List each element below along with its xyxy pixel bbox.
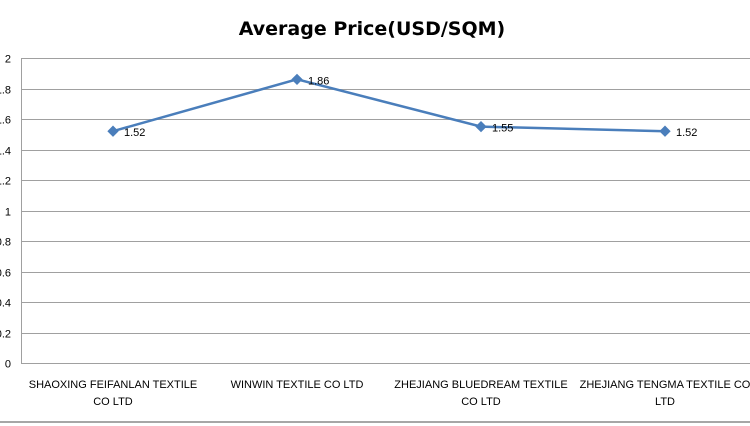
data-label: 1.52: [676, 127, 697, 139]
x-category-label: WINWIN TEXTILE CO LTD: [231, 379, 364, 391]
y-tick-label: 2: [5, 54, 11, 66]
y-tick-label: 0.4: [0, 298, 11, 310]
y-tick-label: 1.2: [0, 176, 11, 188]
x-category-label: SHAOXING FEIFANLAN TEXTILE: [29, 379, 198, 391]
data-label: 1.86: [308, 75, 329, 87]
y-tick-label: 0: [5, 359, 11, 371]
chart-title: Average Price(USD/SQM): [239, 18, 505, 40]
y-tick-label: 1.6: [0, 115, 11, 127]
x-category-label: LTD: [655, 396, 675, 408]
data-label: 1.55: [492, 123, 513, 135]
data-point-marker: [291, 73, 303, 86]
data-point-marker: [659, 125, 671, 137]
y-tick-label: 1: [5, 207, 11, 219]
y-tick-label: 0.2: [0, 329, 11, 341]
data-point-marker: [475, 120, 487, 133]
x-category-label: ZHEJIANG TENGMA TEXTILE CO: [580, 379, 750, 391]
x-category-label: ZHEJIANG BLUEDREAM TEXTILE: [394, 379, 567, 391]
x-category-label: CO LTD: [93, 396, 133, 408]
y-tick-label: 1.8: [0, 85, 11, 97]
x-category-label: CO LTD: [461, 396, 501, 408]
y-tick-label: 0.6: [0, 268, 11, 280]
series-line: [112, 78, 666, 133]
data-label: 1.52: [124, 127, 145, 139]
data-point-marker: [107, 125, 119, 137]
y-tick-label: 0.8: [0, 237, 11, 249]
y-tick-label: 1.4: [0, 146, 11, 158]
